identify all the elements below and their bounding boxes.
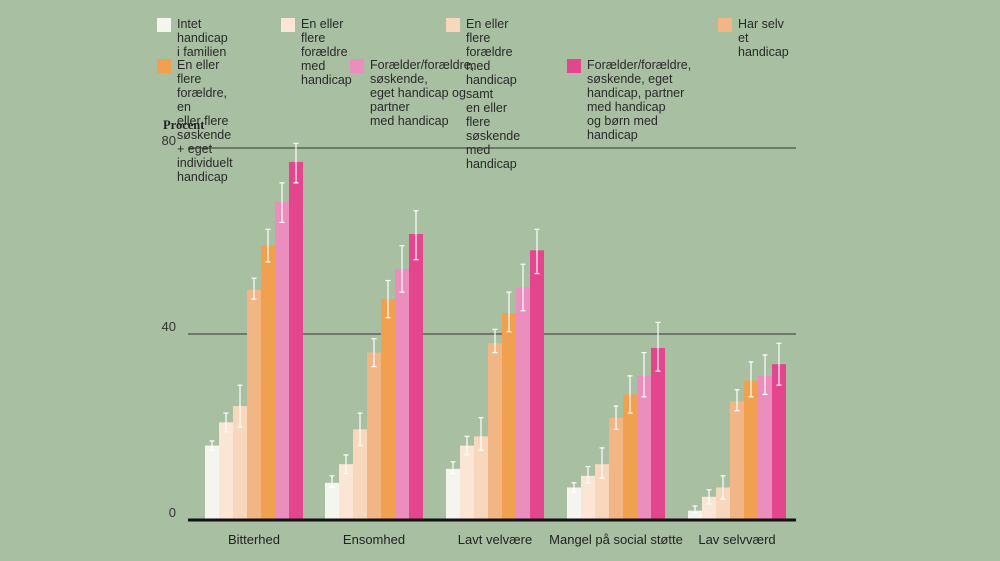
legend-swatch bbox=[281, 18, 295, 32]
bar bbox=[730, 401, 744, 520]
bar bbox=[325, 482, 339, 520]
legend-swatch bbox=[567, 59, 581, 73]
legend-label: En eller flere forældre med handicap sam… bbox=[466, 17, 521, 171]
x-category-label: Ensomhed bbox=[343, 532, 405, 547]
bar bbox=[409, 234, 423, 520]
bar bbox=[744, 380, 758, 520]
bar bbox=[395, 268, 409, 520]
bar bbox=[623, 394, 637, 520]
bar bbox=[367, 352, 381, 520]
x-category-label: Mangel på social støtte bbox=[549, 532, 683, 547]
bar bbox=[233, 406, 247, 520]
legend-swatch bbox=[157, 18, 171, 32]
bar bbox=[581, 475, 595, 520]
bar bbox=[474, 436, 488, 520]
legend-label: Forælder/forældre, søskende, eget handic… bbox=[370, 58, 475, 128]
bar bbox=[502, 313, 516, 520]
bar bbox=[567, 487, 581, 520]
legend-label: En eller flere forældre, en eller flere … bbox=[177, 58, 233, 184]
bar bbox=[275, 201, 289, 520]
bar bbox=[716, 487, 730, 520]
bar bbox=[205, 445, 219, 520]
bar bbox=[637, 375, 651, 520]
y-tick-label: 40 bbox=[162, 319, 176, 334]
bar bbox=[261, 245, 275, 520]
bar bbox=[289, 161, 303, 520]
bar bbox=[530, 250, 544, 521]
y-axis-unit-label: Procent bbox=[163, 118, 205, 132]
y-tick-label: 80 bbox=[162, 133, 176, 148]
bar bbox=[609, 417, 623, 520]
bar bbox=[219, 422, 233, 520]
legend-swatch bbox=[718, 18, 732, 32]
bar bbox=[381, 299, 395, 520]
x-category-label: Bitterhed bbox=[228, 532, 280, 547]
bar bbox=[446, 468, 460, 520]
bar bbox=[460, 445, 474, 520]
legend-label: En eller flere forældre med handicap bbox=[301, 17, 352, 87]
bar bbox=[516, 287, 530, 520]
bar bbox=[758, 375, 772, 520]
bar bbox=[772, 364, 786, 520]
bar bbox=[651, 347, 665, 520]
legend-label: Forælder/forældre, søskende, eget handic… bbox=[587, 58, 692, 142]
bar bbox=[595, 464, 609, 520]
bar bbox=[339, 464, 353, 520]
legend-swatch bbox=[446, 18, 460, 32]
legend-swatch bbox=[157, 59, 171, 73]
legend-swatch bbox=[350, 59, 364, 73]
bar bbox=[353, 429, 367, 520]
bar bbox=[702, 496, 716, 520]
bar bbox=[688, 510, 702, 520]
x-category-label: Lavt velvære bbox=[458, 532, 532, 547]
y-tick-label: 0 bbox=[169, 505, 176, 520]
x-category-label: Lav selvværd bbox=[698, 532, 775, 547]
bar bbox=[247, 289, 261, 520]
bar bbox=[488, 343, 502, 520]
legend-label: Intet handicap i familien bbox=[177, 17, 228, 59]
legend-label: Har selv et handicap bbox=[738, 17, 789, 59]
